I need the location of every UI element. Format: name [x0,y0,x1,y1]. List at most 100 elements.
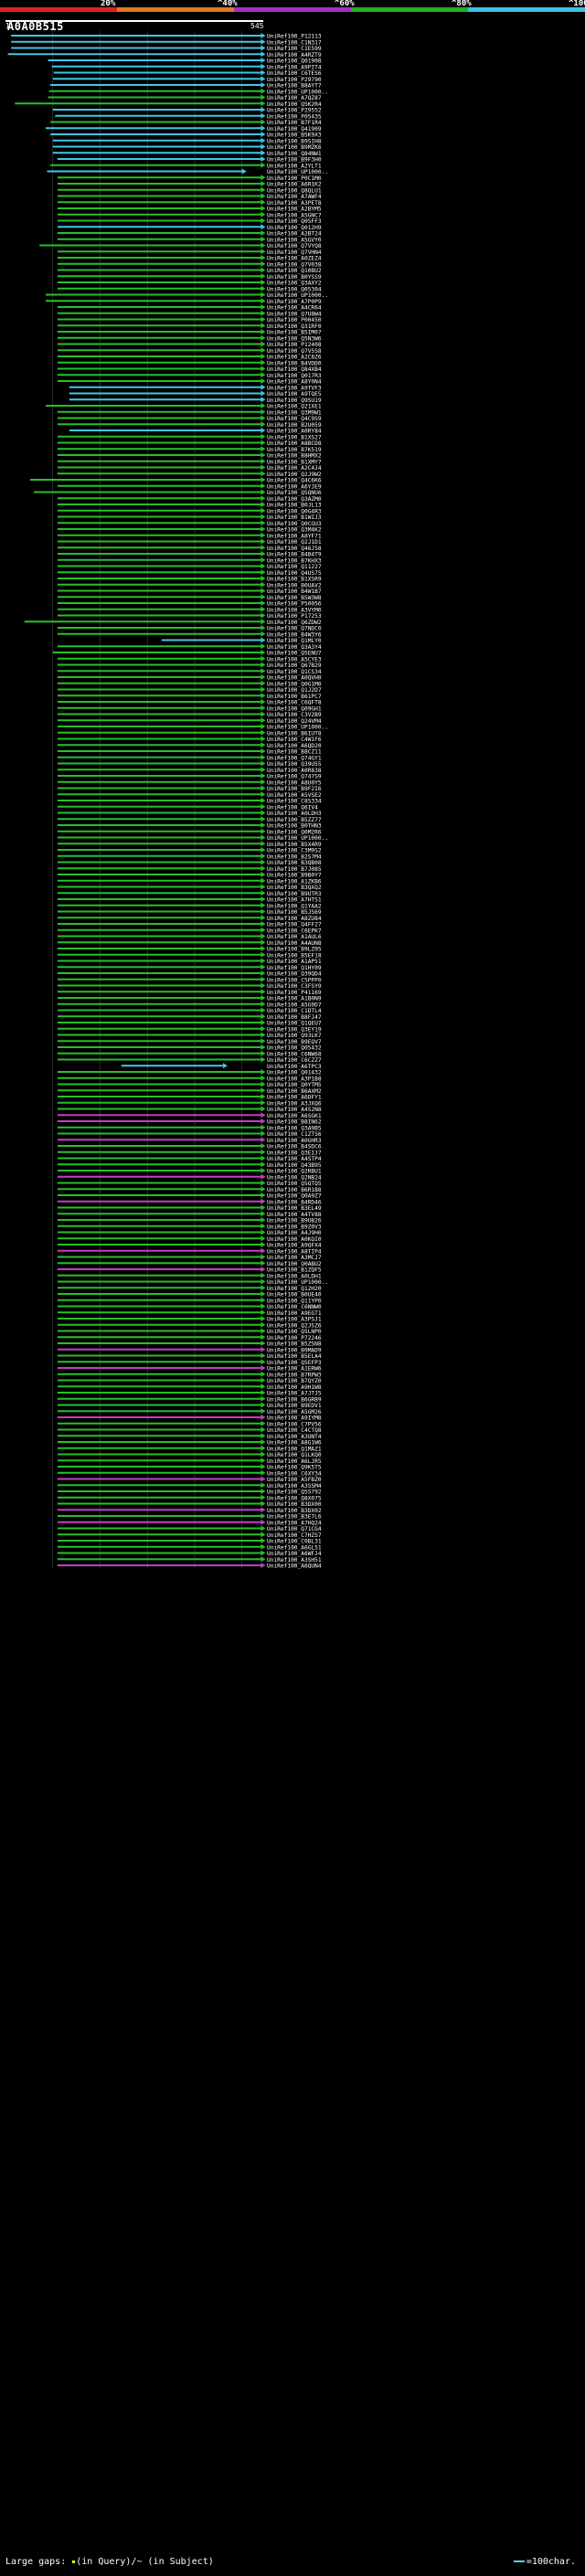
hit-arrow [261,440,266,446]
hit-arrow [261,662,266,668]
hit-arrow [261,859,266,865]
hit-arrow [261,946,266,951]
hit-arrow [261,1365,266,1371]
hit-arrow [261,1458,266,1464]
hit-label: UniRef100_P0C1M0 [267,175,322,182]
hit-arrow [261,884,266,890]
hit-arrow [261,156,266,162]
hit-label: UniRef100_C6EPK7 [267,928,322,934]
hit-label: UniRef100_Q12H20 [267,1286,322,1292]
hit-arrow [261,699,266,705]
hit-arrow [261,569,266,576]
hit-label: UniRef100_A9H1W8 [267,1384,322,1391]
hit-arrow [261,760,266,767]
hit-label: UniRef100_Q9K5T5 [267,1465,322,1471]
hit-arrow [261,162,266,168]
hit-arrow [261,1532,266,1538]
hit-arrow [261,711,266,717]
hit-label: UniRef100_A3PET8 [267,200,322,207]
hit-label: UniRef100_B9Z0V3 [267,1224,322,1230]
hit-arrow [261,902,266,908]
hit-arrow [261,970,266,976]
hit-label: UniRef100_B61PC7 [267,694,322,700]
hit-arrow [261,1155,266,1161]
hit-label: UniRef100_B4W3Y6 [267,631,322,638]
hit-label: UniRef100_A9QFX4 [267,1243,322,1249]
hit-arrow [261,1198,266,1204]
hit-label: UniRef100_A4CR64 [267,305,322,312]
gaps-query-label: (in Query) [76,2557,132,2567]
hit-arrow [261,1186,266,1193]
hit-label: UniRef100_Q0M2R6 [267,829,322,835]
hit-arrow [261,915,266,921]
hit-label: UniRef100_A5GVY0 [267,237,322,243]
hit-label: UniRef100_A3SSM4 [267,1483,322,1489]
hit-arrow [261,1038,266,1044]
hit-arrow [261,1285,266,1291]
hit-arrow [261,1278,266,1285]
hit-arrow [261,1408,266,1415]
hit-label: UniRef100_B9LZ05 [267,947,322,953]
hit-arrow [261,1235,266,1242]
hit-arrow [261,482,266,489]
hit-arrow [261,1321,266,1328]
hit-label: UniRef100_B5K9X3 [267,133,322,139]
hit-label: UniRef100_Q1CS34 [267,669,322,675]
hit-arrow [261,834,266,841]
hit-arrow [261,1099,266,1106]
hit-arrow [261,397,266,403]
hit-label: UniRef100_Q8QLU1 [267,187,322,194]
hit-arrow [261,88,266,94]
hit-label: UniRef100_A5VSE2 [267,792,322,799]
hit-arrow [261,1229,266,1235]
hit-arrow [223,1063,229,1069]
hit-arrow [261,107,266,112]
hit-arrow [261,329,266,334]
scale-label: ^80% [452,0,472,8]
hit-label: UniRef100_A7JTJ5 [267,1391,322,1397]
hit-label: UniRef100_A4STP4 [267,1156,322,1162]
hit-arrow [261,1550,266,1556]
hit-label: UniRef100_B6GRB9 [267,1396,322,1403]
hit-arrow [261,1426,266,1433]
hit-label: UniRef100_A6LJR5 [267,1458,322,1465]
hit-label: UniRef100_B9SIH8 [267,138,322,144]
hit-label: UniRef100_C3V2B9 [267,712,322,718]
hit-arrow [261,841,266,847]
hit-label: UniRef100_C0BL31 [267,1539,322,1545]
hit-label: UniRef100_C1DTL4 [267,1008,322,1014]
hit-arrow [261,341,266,347]
hit-label: UniRef100_Q747S9 [267,774,322,780]
hit-arrow [261,372,266,378]
hit-label: UniRef100_P05435 [267,113,322,120]
hit-arrow [261,347,266,354]
hit-label: UniRef100_A7HTS1 [267,897,322,904]
hit-label: UniRef100_Q5QNU6 [267,490,322,496]
hit-label: UniRef100_Q1MLY0 [267,638,322,644]
hit-label: UniRef100_A8BCD8 [267,440,322,447]
hit-arrow [261,748,266,754]
hit-arrow [261,82,266,88]
hit-arrow [261,1563,266,1568]
hit-arrow [261,650,266,655]
hit-arrow [261,1513,266,1519]
hit-label: UniRef100_Q2JSZ6 [267,1322,322,1329]
scale-label: ^60% [335,0,355,8]
hit-arrow [261,563,266,569]
hit-label: UniRef100_A0LDH3 [267,811,322,817]
hit-label: UniRef100_B4SDC6 [267,1144,322,1150]
scale-segment [468,7,585,12]
hit-label: UniRef100_Q7V038 [267,261,322,268]
hit-arrow [261,1519,266,1525]
hit-arrow [261,1402,266,1408]
hit-arrow [261,686,266,693]
hit-arrow [261,551,266,557]
hit-label: UniRef100_A9EGT1 [267,1310,322,1317]
hit-label: UniRef100_B9UTR3 [267,891,322,897]
hit-label: UniRef100_A5GM26 [267,1409,322,1415]
hit-label: UniRef100_A1B0N9 [267,996,322,1002]
hit-label: UniRef100_C1ZTS6 [267,1131,322,1138]
hit-arrow [261,1297,266,1303]
hit-arrow [261,433,266,440]
hit-arrow [261,995,266,1001]
